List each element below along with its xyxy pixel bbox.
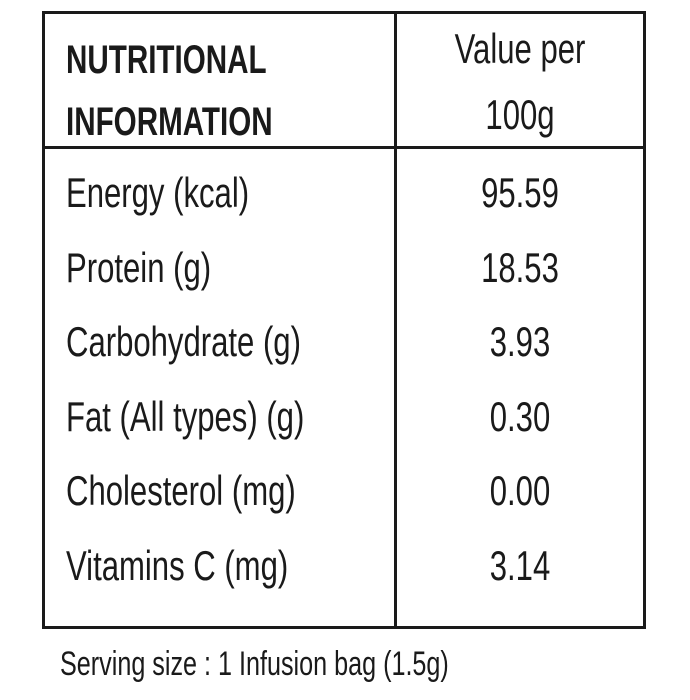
nutrient-name: Vitamins C (mg) bbox=[66, 542, 289, 589]
header-value: Value per bbox=[454, 25, 586, 72]
nutrient-name: Cholesterol (mg) bbox=[66, 467, 296, 515]
serving-size: Serving size : 1 Infusion bag (1.5g) bbox=[60, 645, 449, 683]
nutrient-name: Fat (All types) (g) bbox=[66, 392, 305, 440]
column-divider bbox=[394, 11, 397, 629]
header-label: NUTRITIONAL bbox=[66, 38, 267, 82]
nutrient-value: 0.00 bbox=[489, 467, 551, 515]
nutrient-value: 0.30 bbox=[489, 392, 551, 440]
header-divider bbox=[42, 146, 646, 149]
header-label: INFORMATION bbox=[66, 100, 273, 144]
nutrient-value: 95.59 bbox=[481, 169, 559, 216]
nutrient-value: 3.14 bbox=[489, 542, 551, 589]
nutrient-name: Protein (g) bbox=[66, 243, 212, 291]
table-border bbox=[42, 11, 646, 629]
nutrient-name: Carbohydrate (g) bbox=[66, 318, 301, 366]
nutrient-name: Energy (kcal) bbox=[66, 169, 250, 216]
header-value: 100g bbox=[485, 91, 555, 138]
nutrient-value: 18.53 bbox=[481, 243, 559, 291]
nutrient-value: 3.93 bbox=[489, 318, 551, 366]
